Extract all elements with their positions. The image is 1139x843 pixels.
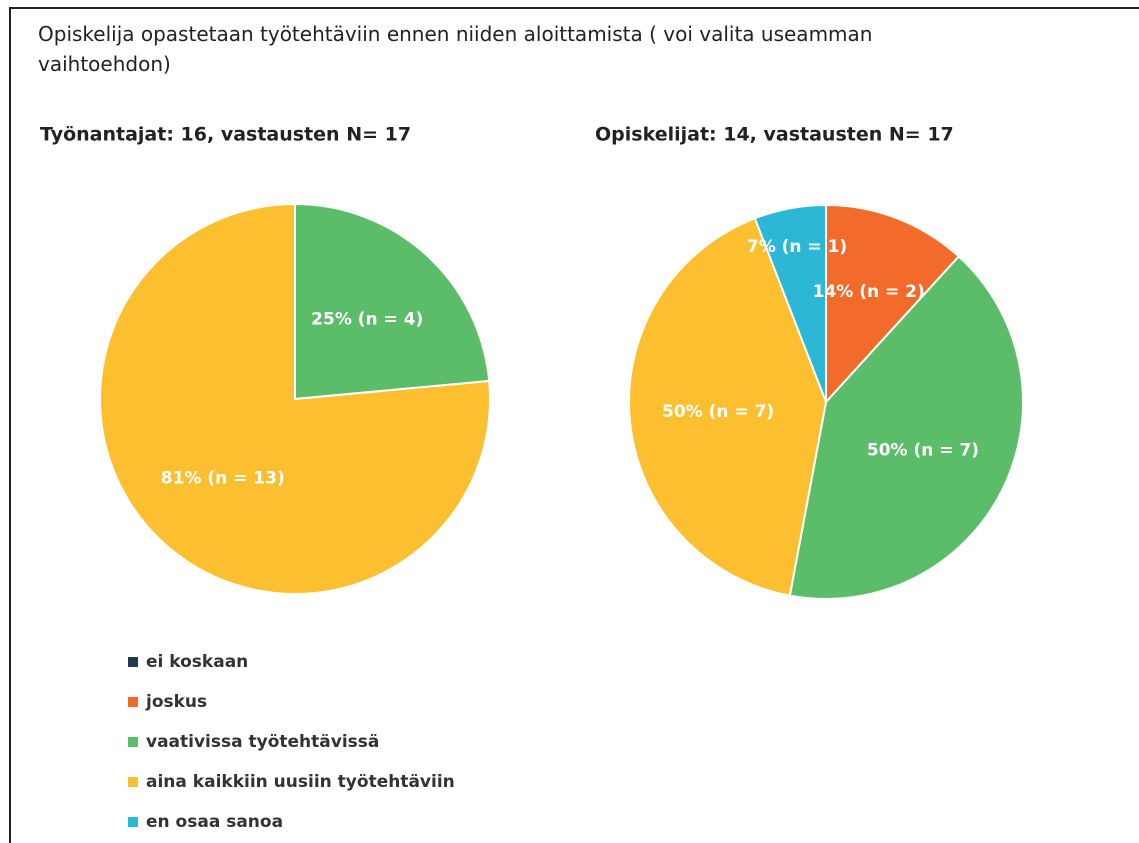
legend-swatch <box>128 817 138 827</box>
pie-slice <box>628 217 828 597</box>
data-label: 50% (n = 7) <box>867 440 979 460</box>
legend-label: aina kaikkiin uusiin työtehtäviin <box>146 772 455 792</box>
data-label: 7% (n = 1) <box>747 237 847 257</box>
data-label: 81% (n = 13) <box>161 468 285 488</box>
legend-label: en osaa sanoa <box>146 812 283 832</box>
pie-slice <box>294 202 491 401</box>
legend-label: vaativissa työtehtävissä <box>146 732 379 752</box>
pie-title: Opiskelijat: 14, vastausten N= 17 <box>595 124 954 146</box>
data-label: 25% (n = 4) <box>311 310 423 330</box>
data-label: 14% (n = 2) <box>813 282 925 302</box>
legend-swatch <box>128 697 138 707</box>
pie-title: Työnantajat: 16, vastausten N= 17 <box>40 124 411 146</box>
pie-slice <box>753 203 827 403</box>
legend-label: joskus <box>145 692 207 712</box>
pie-slice <box>99 202 491 595</box>
chart-title: Opiskelija opastetaan työtehtäviin ennen… <box>38 22 872 76</box>
data-label: 50% (n = 7) <box>662 402 774 422</box>
pie-slice <box>825 203 961 405</box>
legend-swatch <box>128 737 138 747</box>
pie-slice <box>788 255 1024 600</box>
legend-swatch <box>128 657 138 667</box>
legend-label: ei koskaan <box>146 652 248 672</box>
legend-swatch <box>128 777 138 787</box>
